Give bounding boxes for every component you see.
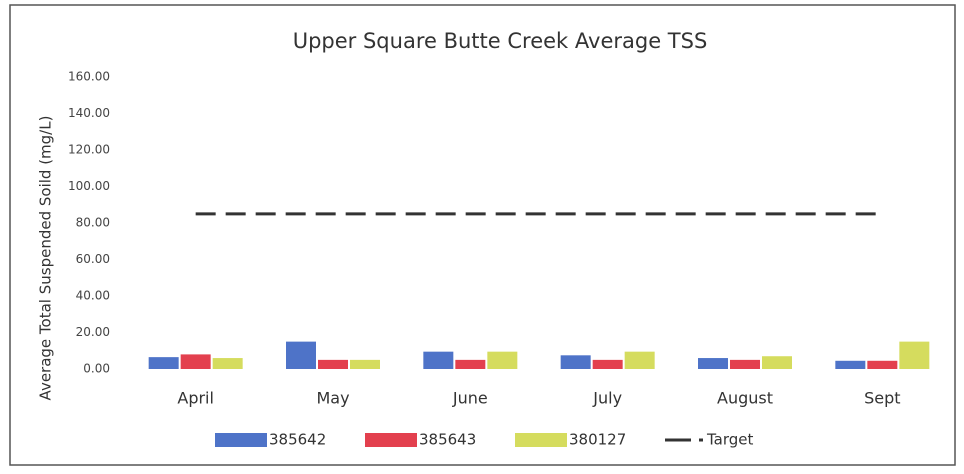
bar <box>592 359 623 369</box>
bar <box>350 359 380 369</box>
legend-label: Target <box>706 431 754 449</box>
legend-swatch <box>515 433 567 447</box>
chart-title: Upper Square Butte Creek Average TSS <box>293 29 708 53</box>
bar <box>762 356 792 369</box>
y-tick-label: 40.00 <box>76 289 110 303</box>
legend-label: 385643 <box>419 431 476 449</box>
x-tick-label: Sept <box>864 389 900 408</box>
bar <box>286 341 316 369</box>
y-tick-label: 140.00 <box>68 106 110 120</box>
bar <box>487 351 518 369</box>
bar <box>423 351 454 369</box>
chart-frame <box>9 4 956 466</box>
x-tick-label: August <box>717 389 773 408</box>
bar <box>867 360 898 369</box>
bar <box>148 357 179 369</box>
legend-swatch <box>365 433 417 447</box>
bar <box>318 359 348 369</box>
bar <box>730 359 760 369</box>
bar <box>624 351 655 369</box>
bar <box>560 355 591 369</box>
bar <box>180 354 211 369</box>
legend-label: 385642 <box>269 431 326 449</box>
x-tick-label: April <box>177 389 214 408</box>
bar <box>212 358 243 369</box>
legend-label: 380127 <box>569 431 626 449</box>
y-tick-label: 80.00 <box>76 216 110 230</box>
y-tick-label: 20.00 <box>76 325 110 339</box>
x-tick-label: May <box>316 389 349 408</box>
y-tick-label: 60.00 <box>76 252 110 266</box>
legend-swatch <box>215 433 267 447</box>
x-tick-label: June <box>452 389 488 408</box>
bar <box>455 359 486 369</box>
y-tick-label: 100.00 <box>68 179 110 193</box>
x-tick-label: July <box>592 389 622 408</box>
y-tick-label: 160.00 <box>68 70 110 84</box>
y-tick-label: 120.00 <box>68 143 110 157</box>
y-tick-label: 0.00 <box>83 362 110 376</box>
y-axis-label: Average Total Suspended Soild (mg/L) <box>37 116 55 401</box>
bar <box>835 360 866 369</box>
bar <box>899 341 930 369</box>
bar <box>698 358 728 369</box>
